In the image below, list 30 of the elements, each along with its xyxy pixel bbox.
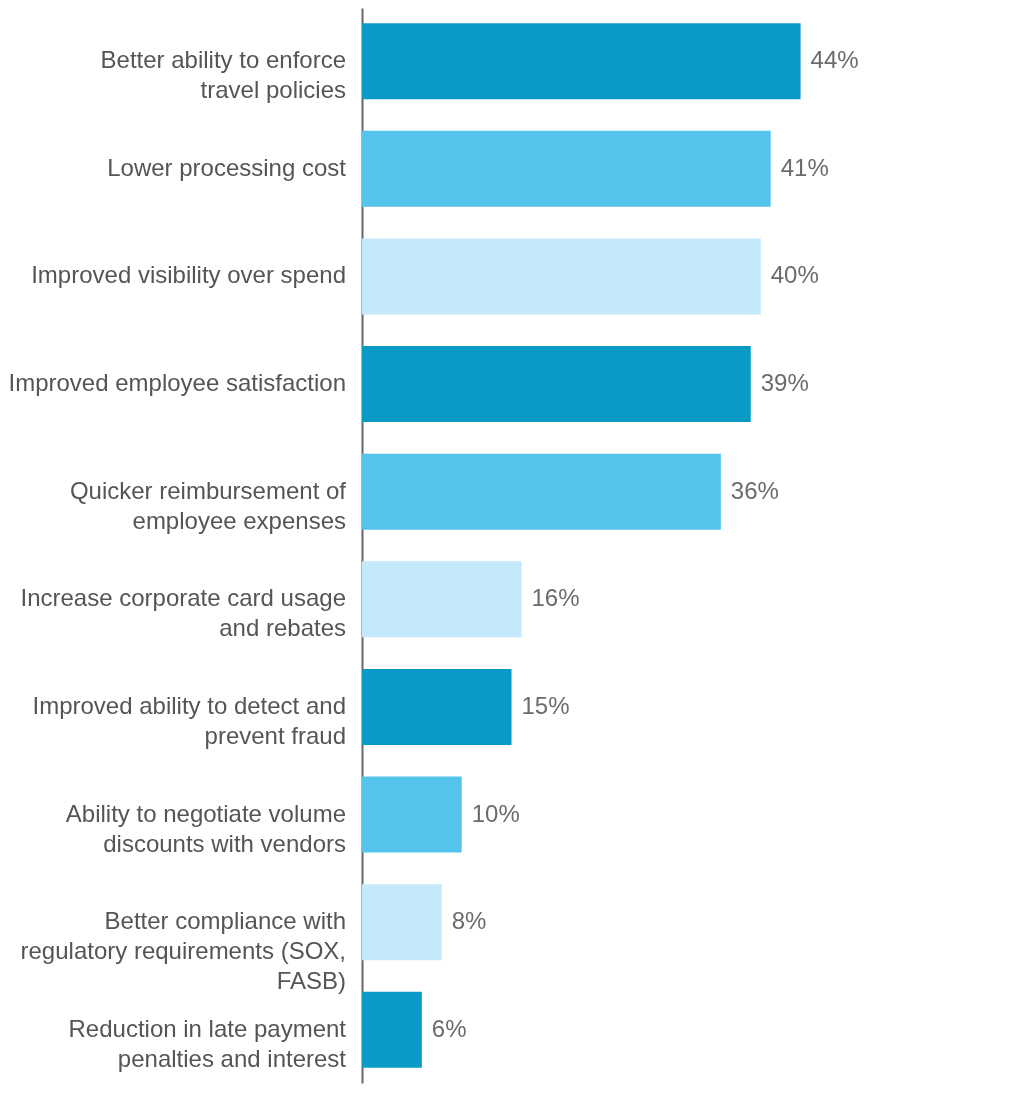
y-tick-label: Improved visibility over spend xyxy=(31,261,346,289)
y-tick-label: Lower processing cost xyxy=(107,153,347,181)
bar xyxy=(362,991,422,1068)
data-label: 41% xyxy=(780,153,829,181)
bar xyxy=(362,776,462,853)
bar xyxy=(362,23,801,100)
bar xyxy=(362,884,442,961)
y-tick-label: Increase corporate card usage and rebates xyxy=(20,584,346,642)
data-label: 16% xyxy=(531,584,580,612)
y-tick-label: Improved ability to detect and prevent fraud xyxy=(32,691,346,749)
y-tick-label: Quicker reimbursement of employee expenses xyxy=(69,476,347,534)
data-label: 36% xyxy=(730,476,779,504)
data-label: 6% xyxy=(431,1014,467,1042)
y-tick-label: Improved employee satisfaction xyxy=(8,369,346,397)
y-tick-label: Better ability to enforce travel policies xyxy=(100,46,346,104)
bar xyxy=(362,668,512,745)
data-label: 10% xyxy=(471,799,520,827)
data-label: 40% xyxy=(770,261,819,289)
y-tick-label: Reduction in late payment penalties and interest xyxy=(68,1014,347,1072)
bar xyxy=(362,346,751,423)
data-label: 39% xyxy=(760,369,809,397)
data-label: 15% xyxy=(521,691,570,719)
bar xyxy=(362,561,522,638)
y-tick-label: Ability to negotiate volume discounts with vendors xyxy=(65,799,346,857)
data-label: 44% xyxy=(810,46,859,74)
y-tick-label: Better compliance with regulatory requirements (SOX, FASB) xyxy=(20,907,346,995)
bar xyxy=(362,238,761,315)
bar xyxy=(362,453,721,530)
bar xyxy=(362,130,771,207)
data-label: 8% xyxy=(451,907,487,935)
